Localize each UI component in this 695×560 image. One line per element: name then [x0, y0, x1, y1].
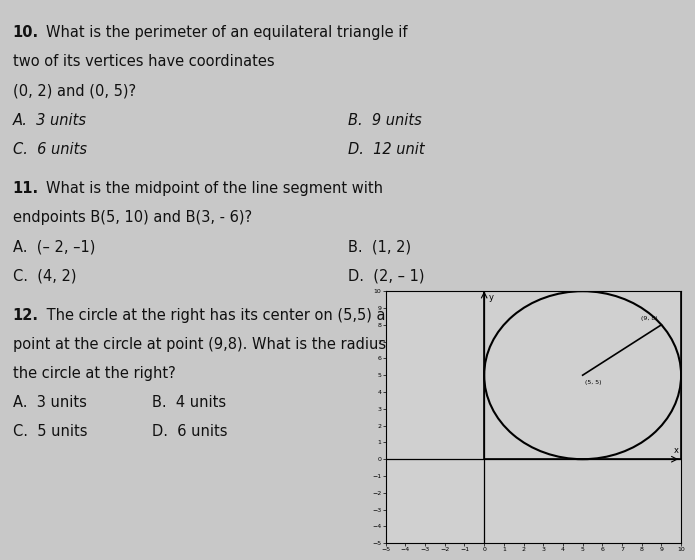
Text: endpoints B(5, 10) and B(3, - 6)?: endpoints B(5, 10) and B(3, - 6)? — [13, 210, 252, 225]
Text: B.  4 units: B. 4 units — [152, 395, 226, 410]
Text: (9, 8): (9, 8) — [641, 316, 657, 320]
Text: 11.: 11. — [13, 181, 39, 196]
Text: (5, 5): (5, 5) — [584, 380, 601, 385]
Text: 10.: 10. — [13, 25, 39, 40]
Text: (0, 2) and (0, 5)?: (0, 2) and (0, 5)? — [13, 83, 136, 99]
Text: What is the perimeter of an equilateral triangle if: What is the perimeter of an equilateral … — [46, 25, 407, 40]
Text: point at the circle at point (9,8). What is the radius of: point at the circle at point (9,8). What… — [13, 337, 404, 352]
Text: the circle at the right?: the circle at the right? — [13, 366, 175, 381]
Text: y: y — [489, 293, 494, 302]
Text: A.  3 units: A. 3 units — [13, 113, 86, 128]
Text: The circle at the right has its center on (5,5) and a: The circle at the right has its center o… — [42, 307, 418, 323]
Text: B.  (1, 2): B. (1, 2) — [348, 239, 411, 254]
Text: D.  (2, – 1): D. (2, – 1) — [348, 268, 424, 283]
Text: C.  5 units: C. 5 units — [13, 424, 87, 439]
Text: A.  3 units: A. 3 units — [13, 395, 86, 410]
Text: 12.: 12. — [13, 307, 38, 323]
Text: What is the midpoint of the line segment with: What is the midpoint of the line segment… — [46, 181, 383, 196]
Text: B.  9 units: B. 9 units — [348, 113, 421, 128]
Bar — [484, 291, 681, 459]
Text: x: x — [674, 446, 679, 455]
Text: C.  (4, 2): C. (4, 2) — [13, 268, 76, 283]
Text: two of its vertices have coordinates: two of its vertices have coordinates — [13, 54, 274, 69]
Text: D.  6 units: D. 6 units — [152, 424, 227, 439]
Text: C.  6 units: C. 6 units — [13, 142, 86, 157]
Text: A.  (– 2, –1): A. (– 2, –1) — [13, 239, 95, 254]
Text: D.  12 unit: D. 12 unit — [348, 142, 424, 157]
